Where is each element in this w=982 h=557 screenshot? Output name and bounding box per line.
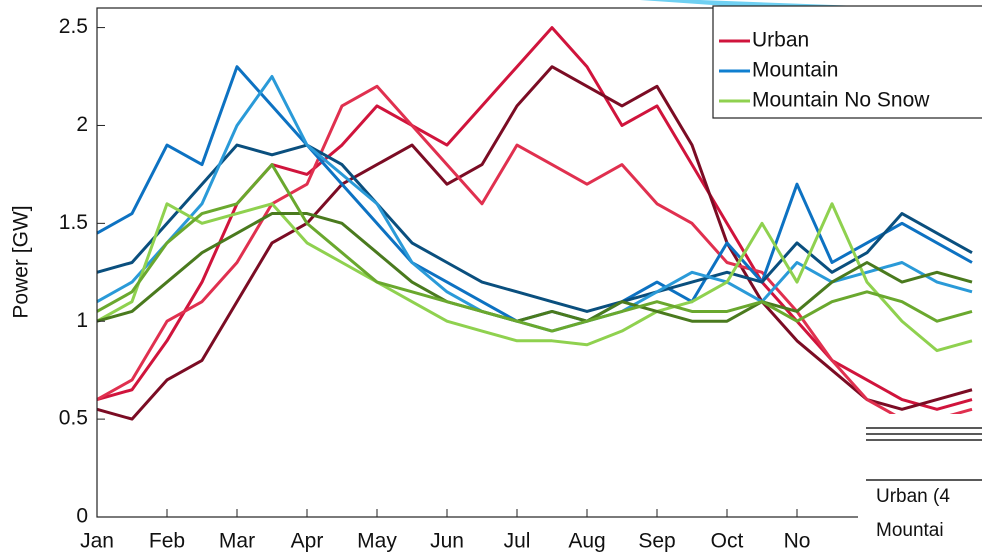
series-line xyxy=(97,86,972,419)
legend-label: Mountain xyxy=(752,59,838,82)
chart: Power [GW] Urban Mountain Mountain No Snow… xyxy=(0,0,982,557)
x-tick-label: Oct xyxy=(711,530,744,553)
x-tick-label: Jul xyxy=(504,530,531,553)
series-line xyxy=(97,145,972,311)
x-tick-label: Apr xyxy=(291,530,324,553)
y-tick-label: 0.5 xyxy=(59,407,88,430)
y-tick-label: 2.5 xyxy=(59,15,88,38)
legend-label: Urban xyxy=(752,29,809,52)
x-tick-label: Jun xyxy=(430,530,464,553)
y-axis-label: Power [GW] xyxy=(10,205,33,318)
y-tick-label: 1.5 xyxy=(59,211,88,234)
x-tick-label: Aug xyxy=(568,530,605,553)
x-tick-label: Jan xyxy=(80,530,114,553)
x-tick-label: Sep xyxy=(638,530,675,553)
series-line xyxy=(97,165,972,331)
overlay-table: Urban (4 Mountai xyxy=(858,414,982,557)
x-tick-label: May xyxy=(357,530,397,553)
x-tick-label: Feb xyxy=(149,530,185,553)
x-tick-label: Mar xyxy=(219,530,255,553)
legend: Urban Mountain Mountain No Snow xyxy=(713,6,982,118)
x-tick-label: No xyxy=(784,530,811,553)
y-tick-label: 2 xyxy=(76,113,88,136)
y-tick-label: 1 xyxy=(76,309,88,332)
overlay-row: Urban (4 xyxy=(876,486,950,507)
y-tick-label: 0 xyxy=(76,505,88,528)
overlay-row: Mountai xyxy=(876,520,944,541)
legend-label: Mountain No Snow xyxy=(752,89,930,112)
